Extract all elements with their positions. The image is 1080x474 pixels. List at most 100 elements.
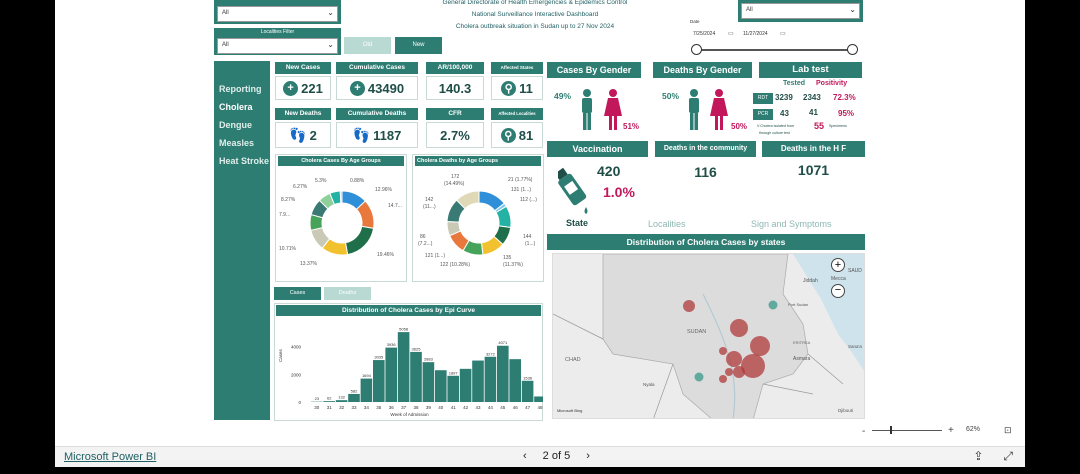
state-filter-panel: All ⌄ — [214, 0, 341, 24]
epi-bar[interactable] — [410, 352, 422, 402]
donut-label: 131 (1...) — [511, 187, 531, 193]
epi-bar[interactable] — [398, 332, 410, 402]
header-line-1: General Directorate of Health Emergencie… — [435, 0, 635, 9]
epi-bar[interactable] — [485, 357, 497, 402]
donut-slice[interactable] — [345, 226, 373, 254]
date-slider-end-handle[interactable] — [847, 44, 858, 55]
calendar-icon[interactable]: ▭ — [780, 30, 786, 37]
new-deaths-card: 👣 2 — [275, 122, 331, 148]
epi-bar[interactable] — [447, 376, 459, 402]
age-deaths-donut[interactable] — [413, 167, 545, 281]
nav-reporting[interactable]: Reporting — [214, 80, 270, 98]
old-button[interactable]: Old — [344, 37, 391, 54]
epi-bar[interactable] — [522, 381, 534, 402]
bar-data-label: 3936 — [387, 342, 397, 347]
date-slider-track[interactable] — [698, 49, 852, 51]
map-bubbles[interactable] — [553, 254, 865, 419]
top-right-filter-dropdown[interactable]: All ⌄ — [741, 3, 860, 19]
prev-page-icon[interactable]: ‹ — [523, 450, 527, 462]
lab-isolated-count: 55 — [814, 121, 824, 131]
epi-bar[interactable] — [435, 370, 447, 402]
nav-dengue[interactable]: Dengue — [214, 116, 270, 134]
state-bubble[interactable] — [719, 347, 727, 355]
epi-bar[interactable] — [385, 348, 397, 402]
zoom-in-button[interactable]: + — [948, 425, 954, 436]
date-label: Date — [690, 19, 700, 24]
epi-bar[interactable] — [460, 369, 472, 402]
epi-cases-button[interactable]: Cases — [274, 287, 321, 300]
date-start[interactable]: 7/25/2024 — [693, 31, 715, 37]
epi-bar[interactable] — [423, 362, 435, 402]
state-bubble[interactable] — [683, 300, 695, 312]
state-bubble[interactable] — [695, 373, 704, 382]
cfr-label: CFR — [426, 108, 484, 120]
state-bubble[interactable] — [741, 354, 765, 378]
epi-curve-title: Distribution of Cholera Cases by Epi Cur… — [276, 305, 541, 316]
fit-page-icon[interactable]: ⊡ — [1004, 425, 1012, 436]
x-tick-label: 34 — [364, 405, 370, 410]
nav-heat-stroke[interactable]: Heat Stroke — [214, 152, 270, 170]
epi-bar[interactable] — [348, 394, 360, 402]
calendar-icon[interactable]: ▭ — [728, 30, 734, 37]
affected-states-label: Affected States — [491, 62, 543, 74]
state-bubble[interactable] — [769, 301, 778, 310]
female-icon — [604, 89, 622, 131]
y-tick-label: 2000 — [291, 372, 302, 377]
fullscreen-icon[interactable]: ⤢ — [1003, 449, 1013, 464]
dropdown-value: All — [746, 7, 753, 13]
powerbi-link[interactable]: Microsoft Power BI — [64, 451, 156, 463]
state-bubble[interactable] — [725, 368, 733, 376]
state-filter-dropdown[interactable]: All ⌄ — [217, 6, 338, 22]
date-end[interactable]: 11/27/2024 — [743, 31, 768, 37]
tab-sign-symptoms[interactable]: Sign and Symptoms — [751, 219, 832, 229]
epi-bar[interactable] — [336, 400, 348, 402]
bar-data-label: 23 — [315, 396, 320, 401]
affected-localities-value: 81 — [519, 128, 533, 143]
state-bubble[interactable] — [733, 366, 745, 378]
donut-label: 19.46% — [377, 252, 394, 258]
lab-test-title: Lab test — [759, 62, 862, 78]
x-tick-label: 47 — [525, 405, 531, 410]
nav-measles[interactable]: Measles — [214, 134, 270, 152]
nav-cholera[interactable]: Cholera — [214, 98, 270, 116]
tab-localities[interactable]: Localities — [648, 219, 686, 229]
donut-label: (11.37%) — [503, 262, 523, 268]
y-tick-label: 4000 — [291, 345, 302, 350]
share-icon[interactable]: ⇪ — [973, 449, 983, 464]
donut-label: 172 — [451, 174, 459, 180]
zoom-slider-handle[interactable] — [890, 426, 892, 434]
new-button[interactable]: New — [395, 37, 442, 54]
epi-bar[interactable] — [373, 360, 385, 402]
epi-bar[interactable] — [323, 401, 335, 402]
donut-label: 144 — [523, 234, 531, 240]
state-bubble[interactable] — [750, 336, 770, 356]
epi-bar[interactable] — [534, 396, 543, 402]
plus-icon: + — [350, 81, 365, 96]
donut-slice[interactable] — [340, 191, 342, 203]
epi-bar[interactable] — [497, 346, 509, 402]
x-tick-label: 48 — [537, 405, 543, 410]
cfr-value: 2.7% — [440, 128, 470, 143]
date-slider-start-handle[interactable] — [691, 44, 702, 55]
footer-actions: ⇪ ⤢ — [973, 449, 1013, 464]
state-bubble[interactable] — [719, 375, 727, 383]
localities-filter-dropdown[interactable]: All ⌄ — [217, 38, 338, 54]
zoom-slider[interactable] — [872, 430, 942, 431]
cases-by-gender-visual: 49% 51% — [547, 79, 647, 139]
tab-state[interactable]: State — [566, 218, 588, 228]
cholera-map[interactable]: Jiddah Mecca Port Sudan SUDAN ERITREA As… — [552, 253, 865, 419]
epi-deaths-button[interactable]: Deaths — [324, 287, 371, 300]
bar-data-label: 2883 — [424, 357, 434, 362]
age-cases-title: Cholera Cases By Age Groups — [278, 156, 404, 166]
state-bubble[interactable] — [726, 351, 742, 367]
epi-bar[interactable] — [509, 359, 521, 402]
epi-bar[interactable] — [361, 379, 373, 402]
epi-curve-chart[interactable]: 0 2000 4000 23 30 62 31 132 32 582 33 1694 34 3035 35 3… — [275, 316, 543, 420]
state-bubble[interactable] — [730, 319, 748, 337]
epi-bar[interactable] — [472, 361, 484, 402]
x-tick-label: 43 — [475, 405, 481, 410]
vaccination-title: Vaccination — [547, 141, 648, 157]
affected-localities-label: Affected Localities — [491, 108, 543, 120]
next-page-icon[interactable]: › — [586, 450, 590, 462]
zoom-out-button[interactable]: - — [862, 426, 865, 437]
